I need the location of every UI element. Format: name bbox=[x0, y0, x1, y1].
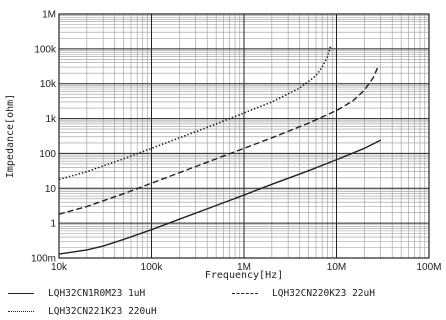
x-tick-label: 10M bbox=[327, 262, 346, 273]
y-tick-label: 10 bbox=[45, 184, 57, 195]
legend-item-1uh: LQH32CN1R0M23 1uH bbox=[8, 288, 145, 299]
y-axis-label: Impedance[ohm] bbox=[5, 94, 16, 178]
x-tick-label: 1M bbox=[237, 262, 251, 273]
y-tick-label: 100k bbox=[34, 44, 57, 55]
series-layer bbox=[58, 44, 381, 255]
plot-frame bbox=[58, 13, 430, 259]
legend: LQH32CN1R0M23 1uH LQH32CN220K23 22uH LQH… bbox=[0, 282, 446, 320]
x-tick-label: 100M bbox=[416, 262, 441, 273]
x-tick-labels: 10k 100k 1M 10M 100M bbox=[51, 262, 442, 273]
series-line-dashed bbox=[58, 66, 379, 215]
impedance-chart: 100m 1 10 100 1k 10k 100k 1M 10k 100k 1M 10M 100M F… bbox=[5, 10, 442, 282]
legend-swatch-dotted bbox=[8, 311, 34, 312]
y-tick-label: 100m bbox=[31, 254, 56, 265]
legend-label-220uh: LQH32CN221K23 220uH bbox=[48, 306, 157, 317]
x-tick-label: 100k bbox=[141, 262, 164, 273]
y-tick-label: 1M bbox=[42, 10, 56, 21]
y-tick-label: 100 bbox=[39, 149, 56, 160]
x-tick-label: 10k bbox=[51, 262, 68, 273]
legend-label-1uh: LQH32CN1R0M23 1uH bbox=[48, 288, 146, 299]
legend-item-220uh: LQH32CN221K23 220uH bbox=[8, 306, 157, 317]
legend-swatch-solid bbox=[8, 293, 34, 294]
y-tick-label: 1 bbox=[50, 219, 56, 230]
series-line-solid bbox=[58, 139, 381, 255]
legend-swatch-dashed bbox=[232, 293, 258, 294]
y-tick-label: 10k bbox=[40, 79, 57, 90]
x-axis-label: Frequency[Hz] bbox=[205, 270, 283, 281]
legend-item-22uh: LQH32CN220K23 22uH bbox=[232, 288, 375, 299]
y-tick-label: 1k bbox=[45, 114, 57, 125]
y-tick-labels: 100m 1 10 100 1k 10k 100k 1M bbox=[31, 10, 57, 265]
legend-label-22uh: LQH32CN220K23 22uH bbox=[272, 288, 375, 299]
